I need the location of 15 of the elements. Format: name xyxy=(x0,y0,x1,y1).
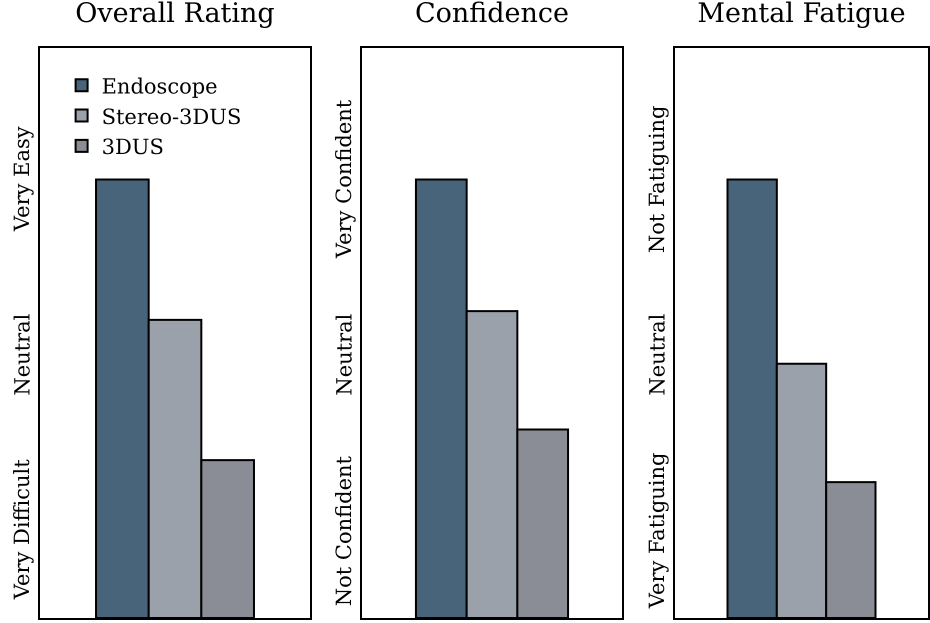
chart-title: Confidence xyxy=(414,0,570,30)
legend-label: Stereo-3DUS xyxy=(102,104,242,129)
text: Neutral xyxy=(645,313,670,396)
legend-label: Endoscope xyxy=(102,74,218,98)
text: Very Fatiguing xyxy=(644,452,669,610)
text: Not Confident xyxy=(332,455,356,606)
text: Neutral xyxy=(332,313,356,396)
text: Neutral xyxy=(10,313,34,396)
text: Not Fatiguing xyxy=(644,105,669,254)
legend-label: 3DUS xyxy=(102,135,164,160)
text: Very Easy xyxy=(10,126,34,232)
text: Very Difficult xyxy=(10,458,34,600)
chart-title: Mental Fatigue xyxy=(697,0,906,30)
chart-title: Overall Rating xyxy=(75,0,275,30)
text: Very Confident xyxy=(332,99,356,260)
